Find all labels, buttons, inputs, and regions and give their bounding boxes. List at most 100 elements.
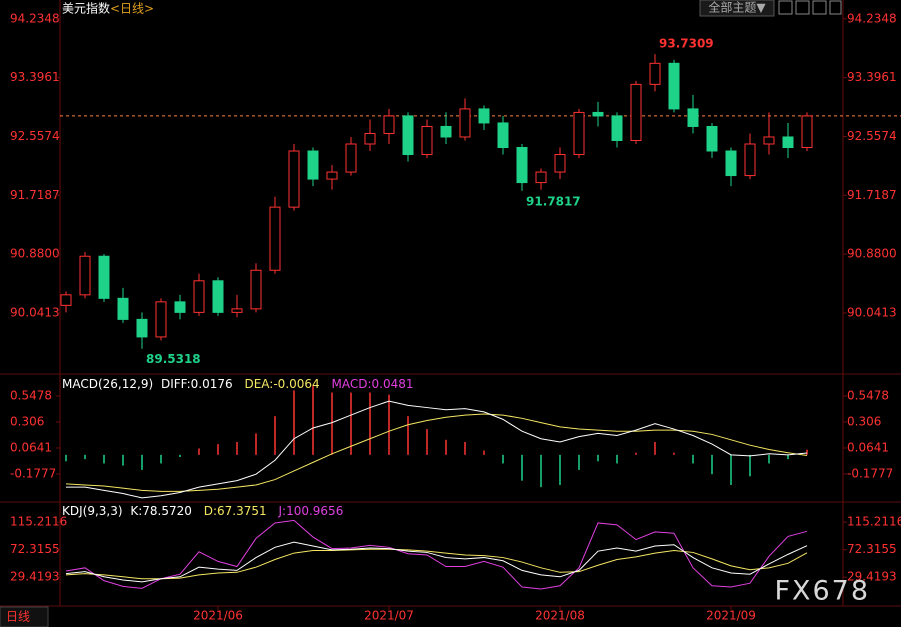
y-tick-label: 90.8800 <box>10 247 60 261</box>
j-line <box>65 519 808 590</box>
candle-body <box>212 280 224 313</box>
control-icon[interactable] <box>829 0 842 15</box>
macd-params: MACD(26,12,9) <box>62 377 153 391</box>
kdj-params: KDJ(9,3,3) <box>62 504 123 518</box>
candle-body <box>79 255 91 296</box>
candle-body <box>269 206 281 271</box>
candle-body <box>782 136 794 149</box>
candle-body <box>497 122 509 149</box>
dea-line <box>65 413 808 492</box>
watermark: FX678 <box>774 576 870 607</box>
x-tick-label: 2021/06 <box>193 609 243 623</box>
legend-j: J:100.9656 <box>277 504 343 518</box>
candle-body <box>573 111 585 156</box>
candle-body <box>592 111 604 117</box>
y-tick-label: 94.2348 <box>10 11 60 25</box>
period-tab[interactable] <box>0 606 49 627</box>
y-tick-label: 90.0413 <box>10 305 60 319</box>
candle-body <box>231 308 243 313</box>
candle-body <box>611 115 623 141</box>
theme-button[interactable] <box>699 0 775 17</box>
k-line <box>65 541 808 583</box>
y-tick-label: 94.2348 <box>847 11 897 25</box>
candle-body <box>478 108 490 124</box>
candle-body <box>345 143 357 173</box>
candle-body <box>402 115 414 156</box>
chart-subtitle: <日线> <box>110 2 154 16</box>
theme-button-label[interactable]: 全部主题▼ <box>708 0 766 15</box>
candle-body <box>326 171 338 180</box>
candle-body <box>288 150 300 208</box>
legend-k: K:78.5720 <box>130 504 192 518</box>
candle-body <box>649 62 661 85</box>
candle-body <box>725 150 737 177</box>
y-tick-label: 91.7187 <box>10 188 60 202</box>
candle-body <box>668 62 680 110</box>
candle-body <box>801 115 813 149</box>
candle-body <box>516 147 528 184</box>
y-tick-label: 0.306 <box>847 414 881 428</box>
legend-dea: DEA:-0.0064 <box>244 377 319 391</box>
y-tick-label: 29.4193 <box>847 570 897 584</box>
low-annotation: 89.5318 <box>146 352 201 366</box>
candle-body <box>459 108 471 138</box>
legend-diff: DIFF:0.0176 <box>161 377 233 391</box>
candle-body <box>98 255 110 299</box>
control-icon[interactable] <box>778 0 793 15</box>
y-tick-label: 0.5478 <box>847 388 889 402</box>
candle-body <box>554 154 566 173</box>
low-annotation: 91.7817 <box>526 194 581 208</box>
candle-body <box>117 297 129 320</box>
control-icon[interactable] <box>795 0 810 15</box>
chart-title: 美元指数 <box>62 1 110 16</box>
y-tick-label: -0.1777 <box>847 466 893 480</box>
macd-header: MACD(26,12,9) DIFF:0.0176 DEA:-0.0064 MA… <box>62 377 414 391</box>
legend-d: D:67.3751 <box>204 504 267 518</box>
x-tick-label: 2021/08 <box>535 609 585 623</box>
y-tick-label: 0.5478 <box>10 388 52 402</box>
y-tick-label: 93.3961 <box>10 70 60 84</box>
candle-body <box>630 83 642 141</box>
candle-body <box>155 301 167 338</box>
candle-body <box>307 150 319 180</box>
candle-body <box>193 280 205 313</box>
candle-body <box>364 132 376 145</box>
candle-body <box>383 115 395 134</box>
y-tick-label: 0.0641 <box>847 440 889 454</box>
candle-body <box>440 125 452 138</box>
candle-body <box>763 136 775 145</box>
y-tick-label: 0.0641 <box>10 440 52 454</box>
y-tick-label: 72.3155 <box>10 542 60 556</box>
period-tab-label[interactable]: 日线 <box>6 610 30 624</box>
y-tick-label: -0.1777 <box>10 466 56 480</box>
candle-body <box>174 301 186 313</box>
control-icon[interactable] <box>812 0 827 15</box>
candle-body <box>60 294 72 306</box>
candle-body <box>250 269 262 310</box>
y-tick-label: 91.7187 <box>847 188 897 202</box>
high-annotation: 93.7309 <box>659 37 714 51</box>
kdj-header: KDJ(9,3,3) K:78.5720 D:67.3751 J:100.965… <box>62 504 343 518</box>
y-tick-label: 72.3155 <box>847 542 897 556</box>
y-tick-label: 90.8800 <box>847 247 897 261</box>
candle-body <box>687 108 699 127</box>
y-tick-label: 115.2116 <box>10 515 67 529</box>
y-tick-label: 0.306 <box>10 414 44 428</box>
y-tick-label: 93.3961 <box>847 70 897 84</box>
candle-body <box>744 143 756 177</box>
legend-macd: MACD:0.0481 <box>332 377 414 391</box>
y-tick-label: 92.5574 <box>10 129 60 143</box>
window-controls <box>778 0 842 15</box>
candle-body <box>136 318 148 338</box>
y-tick-label: 90.0413 <box>847 305 897 319</box>
x-tick-label: 2021/09 <box>706 609 756 623</box>
y-tick-label: 115.2116 <box>847 515 901 529</box>
y-tick-label: 29.4193 <box>10 570 60 584</box>
candle-body <box>421 125 433 156</box>
candle-body <box>535 171 547 184</box>
y-tick-label: 92.5574 <box>847 129 897 143</box>
x-tick-label: 2021/07 <box>364 609 414 623</box>
diff-line <box>66 400 808 499</box>
